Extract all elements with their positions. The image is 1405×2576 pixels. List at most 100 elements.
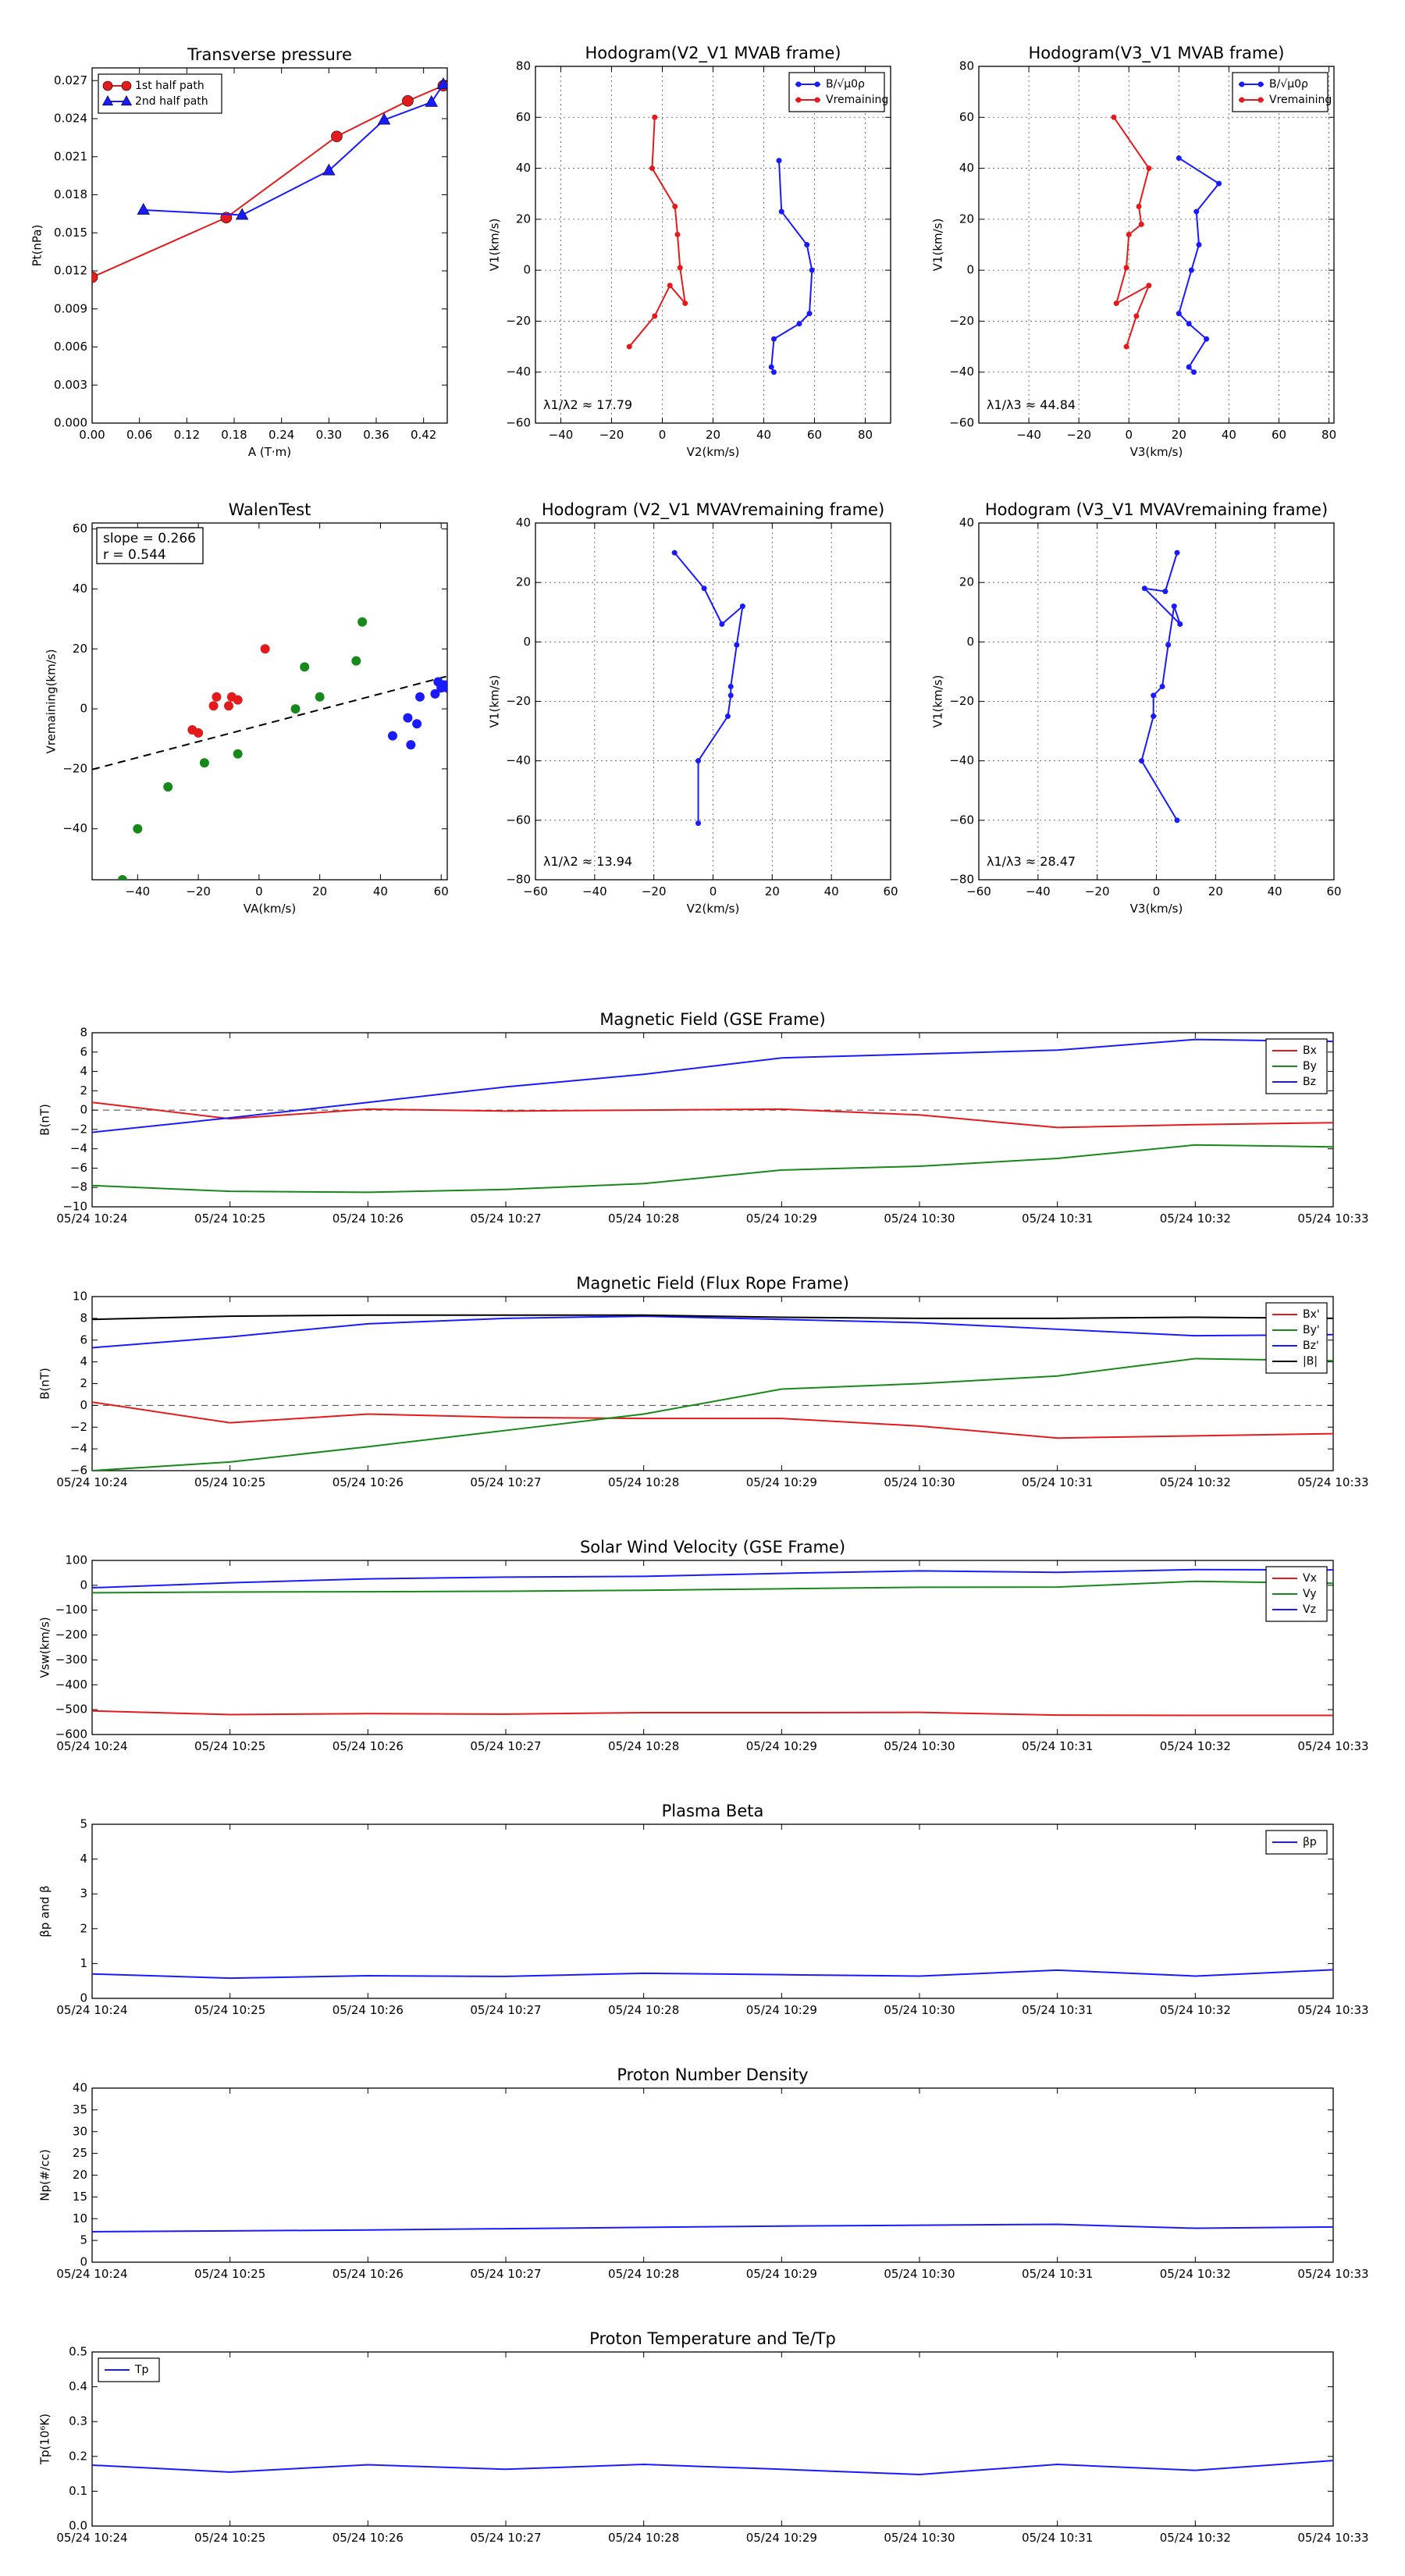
data-point: [695, 820, 702, 827]
axes-frame: [91, 1032, 1334, 1208]
y-axis-label: B(nT): [38, 1104, 52, 1136]
y-tick-label: 2: [80, 1083, 87, 1098]
y-tick-label: 0.009: [54, 301, 87, 315]
legend-label: By: [1303, 1060, 1317, 1073]
annotation: λ1/λ3 ≈ 44.84: [987, 397, 1076, 412]
x-tick-label: 05/24 10:28: [608, 2267, 679, 2281]
x-tick-label: 05/24 10:26: [333, 1739, 404, 1753]
chart-title: Plasma Beta: [662, 1802, 764, 1820]
axes-frame: [91, 2351, 1334, 2527]
x-tick-label: 0.12: [174, 428, 200, 442]
x-tick-label: 05/24 10:30: [884, 1212, 955, 1226]
data-point: [133, 824, 143, 834]
x-tick-label: 05/24 10:24: [56, 2531, 127, 2545]
series-|B|: [92, 1314, 1333, 1321]
data-point: [727, 683, 734, 689]
legend-box: [788, 72, 885, 112]
stats-line: r = 0.544: [103, 547, 166, 563]
series-line: [92, 1401, 1333, 1439]
data-point: [652, 114, 658, 120]
series-line: [1178, 157, 1221, 373]
chart-transverse: 0.000 0.003 0.006 0.009 0.012 0.015 0.018 0.021…: [30, 45, 448, 459]
series-Tp: [92, 2460, 1333, 2475]
x-tick-label: 05/24 10:30: [884, 2003, 955, 2017]
series-0: [92, 2223, 1333, 2233]
data-point: [1191, 369, 1197, 375]
x-tick-label: 05/24 10:30: [884, 1739, 955, 1753]
axes-frame: [91, 1296, 1334, 1471]
x-tick-label: 05/24 10:30: [884, 2531, 955, 2545]
plot-area: [92, 1038, 1333, 1194]
x-tick-label: 0.36: [363, 428, 389, 442]
x-tick-label: 05/24 10:28: [608, 2531, 679, 2545]
series-Bx': [92, 1401, 1333, 1439]
y-tick-label: 0.5: [69, 2345, 87, 2359]
data-point: [1151, 713, 1157, 720]
x-tick-label: 05/24 10:31: [1022, 2267, 1093, 2281]
data-point: [809, 267, 815, 273]
x-tick-label: 20: [1208, 884, 1223, 898]
x-axis-label: V2(km/s): [687, 445, 740, 459]
legend: 1st half path 2nd half path: [98, 73, 222, 114]
plot-area: [1139, 550, 1183, 824]
legend-label: 2nd half path: [135, 95, 208, 108]
x-tick-label: 05/24 10:25: [194, 2267, 265, 2281]
x-tick-label: −20: [642, 884, 667, 898]
y-tick-label: −6: [70, 1161, 87, 1175]
y-tick-label: 80: [516, 59, 531, 73]
legend-label: B/√μ0ρ: [1269, 78, 1308, 91]
data-point: [436, 77, 447, 90]
data-point: [739, 603, 745, 610]
y-tick-label: −60: [506, 813, 531, 827]
y-tick-label: −20: [506, 314, 531, 328]
y-tick-label: 60: [73, 521, 87, 535]
data-point: [1216, 180, 1222, 187]
legend-marker: [1257, 97, 1264, 103]
legend-label: Vremaining: [1269, 94, 1332, 106]
x-tick-label: 05/24 10:24: [56, 1475, 127, 1489]
legend-marker: [102, 80, 113, 91]
x-tick-label: −20: [1085, 884, 1110, 898]
y-tick-label: 0.006: [54, 340, 87, 354]
data-point: [776, 158, 782, 164]
y-tick-label: 4: [80, 1064, 87, 1078]
x-tick-label: 0.00: [79, 428, 105, 442]
data-point: [701, 585, 707, 592]
axes-frame: [91, 67, 448, 424]
x-tick-label: 0.24: [269, 428, 294, 442]
data-point: [92, 271, 98, 283]
x-tick-label: 05/24 10:24: [56, 1212, 127, 1226]
data-point: [1111, 114, 1117, 120]
x-tick-label: 60: [1272, 428, 1286, 442]
data-point: [806, 311, 813, 317]
data-point: [652, 313, 658, 319]
x-tick-label: 05/24 10:31: [1022, 1212, 1093, 1226]
chart-title: Hodogram (V3_V1 MVAVremaining frame): [985, 500, 1328, 520]
y-tick-label: 60: [516, 110, 531, 124]
series-line: [1113, 116, 1151, 347]
legend-box: [98, 73, 222, 114]
legend: Tp: [98, 2357, 160, 2382]
data-point: [163, 781, 173, 792]
data-point: [719, 621, 725, 627]
x-tick-label: 60: [883, 884, 898, 898]
legend-label: B/√μ0ρ: [826, 78, 865, 91]
data-point: [671, 550, 678, 556]
data-point: [674, 231, 681, 237]
data-point: [1138, 221, 1144, 227]
y-axis-label: Np(#/cc): [38, 2149, 52, 2201]
x-tick-label: 05/24 10:32: [1160, 2267, 1231, 2281]
data-point: [300, 662, 310, 672]
data-point: [1136, 204, 1142, 210]
y-tick-label: 0.018: [54, 187, 87, 201]
data-point: [290, 704, 301, 714]
data-point: [768, 364, 774, 370]
chart-walen: −40 −20 0 20 40 60 −40 −20 0 20 40 60 WalenTest VA(km…: [44, 500, 449, 916]
legend-marker: [795, 97, 802, 103]
data-point: [1159, 683, 1165, 689]
series-Bx: [92, 1101, 1333, 1129]
data-point: [796, 321, 802, 327]
chart-hodo_v3_mvab: −60 −40 −20 0 20 40 60 80 −40 −20 0 20 40 60 80 Hodogra…: [931, 44, 1337, 459]
data-point: [194, 728, 204, 738]
